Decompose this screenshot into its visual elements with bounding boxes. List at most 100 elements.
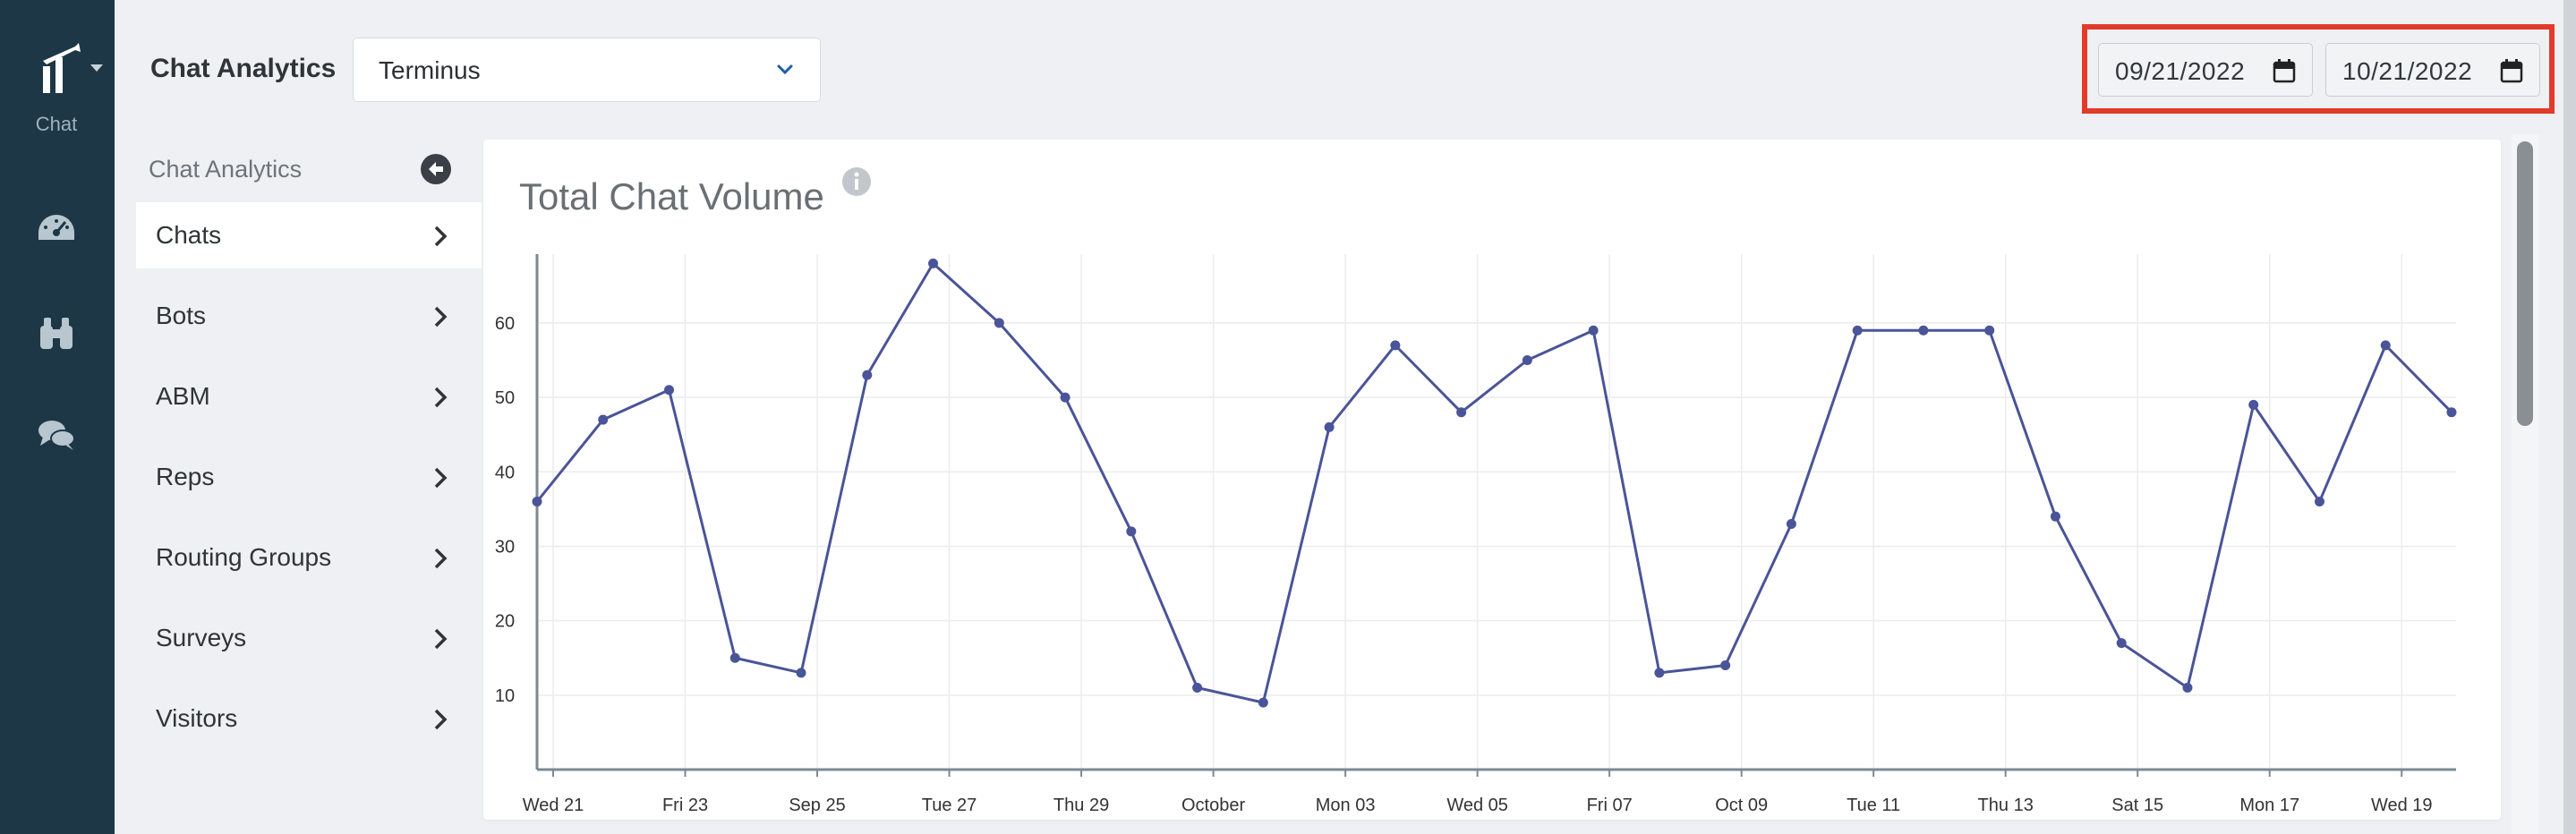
total-chat-volume-card: Total Chat Volume Wed 21 Fri 23 Sep 25 Tue … xyxy=(483,140,2501,820)
data-point xyxy=(862,370,873,380)
chevron-right-icon xyxy=(434,709,448,730)
x-tick-label: Tue 27 xyxy=(922,796,977,815)
y-tick-label: 10 xyxy=(495,686,515,706)
sub-nav-item-label: Routing Groups xyxy=(156,543,332,571)
data-point xyxy=(1126,526,1137,537)
start-date-value: 09/21/2022 xyxy=(2115,57,2246,85)
speedometer-icon[interactable] xyxy=(36,211,77,247)
data-point xyxy=(1456,407,1467,418)
y-tick-label: 40 xyxy=(495,463,515,482)
x-tick-label: Oct 09 xyxy=(1715,796,1768,815)
data-point xyxy=(1192,683,1203,694)
calendar-icon[interactable] xyxy=(2273,58,2296,83)
team-select-dropdown[interactable]: Terminus xyxy=(353,38,821,102)
line-chart: Wed 21 Fri 23 Sep 25 Tue 27 Thu 29 October Mon… xyxy=(495,254,2457,815)
data-point xyxy=(2248,399,2259,410)
arrow-left-icon xyxy=(429,162,443,176)
data-point xyxy=(2446,407,2457,418)
data-point xyxy=(2380,340,2391,351)
app-label: Chat xyxy=(35,113,78,135)
info-icon[interactable] xyxy=(841,166,872,197)
chevron-right-icon xyxy=(434,628,448,650)
x-tick-label: October xyxy=(1181,796,1245,815)
end-date-value: 10/21/2022 xyxy=(2342,57,2473,85)
x-tick-label: Thu 13 xyxy=(1978,796,2034,815)
data-point xyxy=(598,414,609,425)
sub-nav-item-label: Visitors xyxy=(156,704,238,732)
sub-nav-item-label: Bots xyxy=(156,302,207,329)
sub-nav-title: Chat Analytics xyxy=(149,156,303,183)
x-tick-label: Thu 29 xyxy=(1053,796,1109,815)
sub-nav-item-visitors[interactable]: Visitors xyxy=(136,685,482,752)
page-title: Chat Analytics xyxy=(150,54,337,83)
sub-nav-item-surveys[interactable]: Surveys xyxy=(136,605,482,671)
team-select-value: Terminus xyxy=(379,56,481,84)
data-point xyxy=(1720,660,1731,671)
scrollbar-thumb[interactable] xyxy=(2517,141,2533,426)
sub-nav: Chats Bots ABM Reps Routing Groups Surve… xyxy=(136,202,482,766)
sub-nav-item-label: Surveys xyxy=(156,624,247,651)
app-switcher-caret-icon[interactable] xyxy=(90,64,103,72)
sub-nav-item-chats[interactable]: Chats xyxy=(136,202,482,268)
series-line xyxy=(535,261,2453,704)
data-point xyxy=(928,258,939,268)
y-tick-label: 60 xyxy=(495,314,515,334)
x-tick-label: Wed 19 xyxy=(2371,796,2433,815)
terminus-logo-icon[interactable] xyxy=(39,41,84,97)
sub-nav-item-abm[interactable]: ABM xyxy=(136,363,482,430)
sub-nav-item-reps[interactable]: Reps xyxy=(136,444,482,510)
card-title: Total Chat Volume xyxy=(519,175,824,217)
start-date-input[interactable]: 09/21/2022 xyxy=(2098,43,2313,97)
binoculars-icon[interactable] xyxy=(36,315,77,351)
x-tick-label: Tue 11 xyxy=(1847,796,1900,815)
data-point xyxy=(664,385,675,396)
x-tick-label: Sep 25 xyxy=(789,796,845,815)
data-point xyxy=(729,652,740,663)
y-tick-label: 50 xyxy=(495,388,515,408)
x-tick-label: Mon 03 xyxy=(1316,796,1376,815)
date-range-highlight xyxy=(2082,24,2555,114)
chat-bubbles-icon[interactable] xyxy=(36,417,77,453)
data-point xyxy=(2314,497,2324,507)
sub-nav-item-bots[interactable]: Bots xyxy=(136,283,482,349)
data-point xyxy=(1588,325,1599,336)
data-point xyxy=(532,497,542,507)
data-point xyxy=(796,668,806,678)
data-point xyxy=(1390,340,1401,351)
left-rail: Chat xyxy=(0,0,115,834)
data-point xyxy=(1918,325,1929,336)
sub-nav-item-label: ABM xyxy=(156,382,210,410)
chevron-right-icon xyxy=(434,226,448,247)
x-tick-label: Sat 15 xyxy=(2111,796,2163,815)
data-point xyxy=(1522,355,1532,366)
end-date-input[interactable]: 10/21/2022 xyxy=(2325,43,2540,97)
y-tick-label: 20 xyxy=(495,612,515,632)
chevron-right-icon xyxy=(434,467,448,489)
data-point xyxy=(1258,697,1268,708)
chevron-right-icon xyxy=(434,387,448,408)
x-tick-label: Fri 23 xyxy=(662,796,708,815)
data-point xyxy=(1852,325,1863,336)
x-tick-label: Wed 21 xyxy=(523,796,584,815)
data-point xyxy=(1984,325,1995,336)
sub-nav-item-label: Reps xyxy=(156,463,215,490)
data-point xyxy=(2050,511,2060,522)
y-tick-label: 30 xyxy=(495,537,515,557)
data-point xyxy=(1324,421,1335,432)
x-tick-label: Fri 07 xyxy=(1587,796,1633,815)
data-point xyxy=(2116,638,2127,649)
x-tick-label: Wed 05 xyxy=(1446,796,1508,815)
data-point xyxy=(994,318,1004,328)
window-edge xyxy=(2563,0,2576,834)
chevron-right-icon xyxy=(434,306,448,328)
data-point xyxy=(2182,683,2193,694)
chevron-right-icon xyxy=(434,548,448,569)
calendar-icon[interactable] xyxy=(2500,58,2523,83)
collapse-back-button[interactable] xyxy=(421,154,451,184)
sub-nav-item-label: Chats xyxy=(156,221,222,249)
data-point xyxy=(1654,668,1665,678)
x-tick-label: Mon 17 xyxy=(2239,796,2299,815)
chevron-down-icon xyxy=(777,64,793,75)
sub-nav-item-routing-groups[interactable]: Routing Groups xyxy=(136,524,482,591)
data-point xyxy=(1786,519,1796,530)
